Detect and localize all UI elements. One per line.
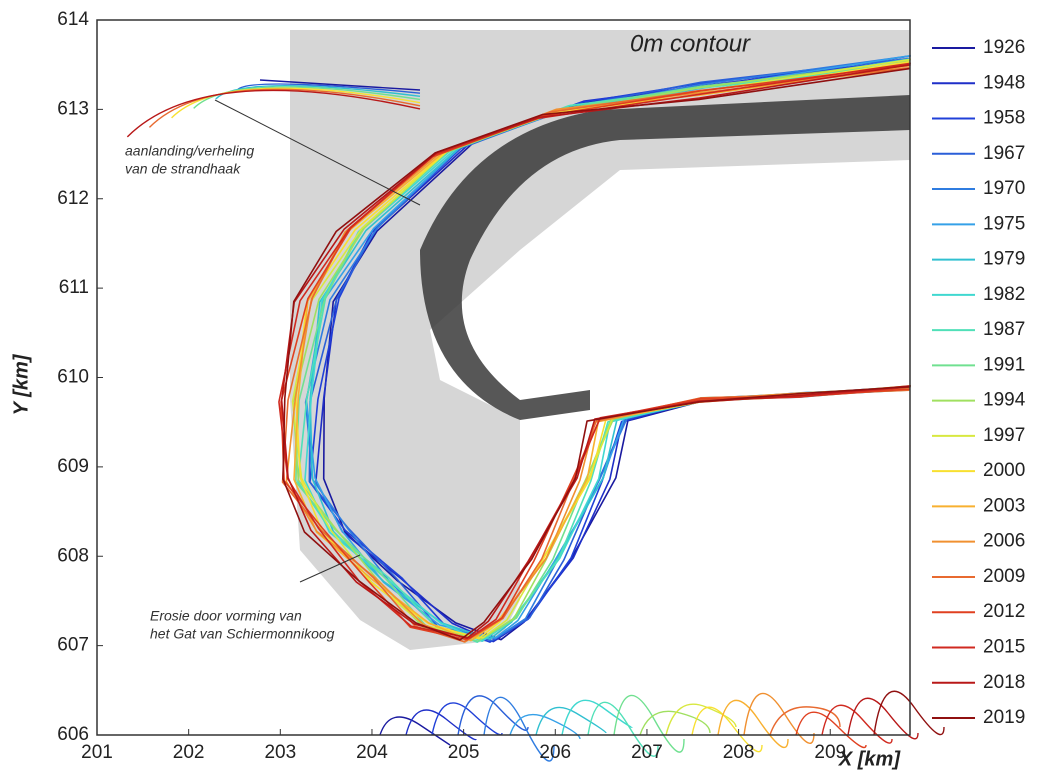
contour-line xyxy=(822,705,892,743)
legend-label: 1926 xyxy=(983,37,1025,58)
x-tick-label: 201 xyxy=(81,742,113,763)
legend-label: 2019 xyxy=(983,707,1025,728)
annotation: aanlanding/verheling xyxy=(125,143,254,159)
contour-line xyxy=(536,707,606,735)
y-tick-label: 610 xyxy=(57,367,89,388)
y-tick-label: 611 xyxy=(59,277,89,298)
contour-line xyxy=(718,700,788,747)
x-tick-label: 203 xyxy=(264,742,296,763)
x-axis-label: X [km] xyxy=(838,748,901,770)
legend-label: 1982 xyxy=(983,284,1025,305)
legend-label: 2000 xyxy=(983,460,1025,481)
legend-label: 2012 xyxy=(983,601,1025,622)
legend-label: 1958 xyxy=(983,108,1025,129)
contour-line xyxy=(770,707,840,735)
y-tick-label: 607 xyxy=(57,635,89,656)
legend-label: 2015 xyxy=(983,636,1025,657)
y-tick-label: 612 xyxy=(57,188,89,209)
contour-line xyxy=(380,717,450,745)
legend-label: 1975 xyxy=(983,213,1025,234)
contour-line xyxy=(848,698,918,739)
annotation: Erosie door vorming van xyxy=(150,608,302,624)
legend-label: 2006 xyxy=(983,531,1025,552)
y-axis-label: Y [km] xyxy=(10,353,32,415)
y-tick-label: 606 xyxy=(57,724,89,745)
annotation: het Gat van Schiermonnikoog xyxy=(150,626,335,642)
y-tick-label: 613 xyxy=(57,98,89,119)
annotation: van de strandhaak xyxy=(125,161,241,177)
aerial-image xyxy=(290,30,910,650)
x-tick-label: 202 xyxy=(173,742,205,763)
legend-label: 2003 xyxy=(983,495,1025,516)
x-tick-label: 208 xyxy=(723,742,755,763)
legend-label: 2009 xyxy=(983,566,1025,587)
x-tick-label: 206 xyxy=(539,742,571,763)
legend-label: 1948 xyxy=(983,72,1025,93)
contour-line xyxy=(432,703,502,735)
legend-label: 1991 xyxy=(983,354,1025,375)
legend-label: 1979 xyxy=(983,249,1025,270)
legend-label: 1970 xyxy=(983,178,1025,199)
legend-label: 2018 xyxy=(983,672,1025,693)
legend-label: 1994 xyxy=(983,390,1026,411)
x-tick-label: 209 xyxy=(814,742,846,763)
legend-label: 1987 xyxy=(983,319,1025,340)
y-tick-label: 609 xyxy=(57,456,89,477)
chart: 0m contour X [km] Y [km] aanlanding/verh… xyxy=(0,0,1061,773)
contour-line xyxy=(874,691,944,735)
x-tick-label: 204 xyxy=(356,742,388,763)
chart-title: 0m contour xyxy=(630,30,751,57)
legend-label: 1997 xyxy=(983,425,1025,446)
y-tick-label: 608 xyxy=(57,545,89,566)
y-tick-label: 614 xyxy=(57,9,89,30)
x-tick-label: 207 xyxy=(631,742,663,763)
legend-label: 1967 xyxy=(983,143,1025,164)
x-tick-label: 205 xyxy=(448,742,480,763)
